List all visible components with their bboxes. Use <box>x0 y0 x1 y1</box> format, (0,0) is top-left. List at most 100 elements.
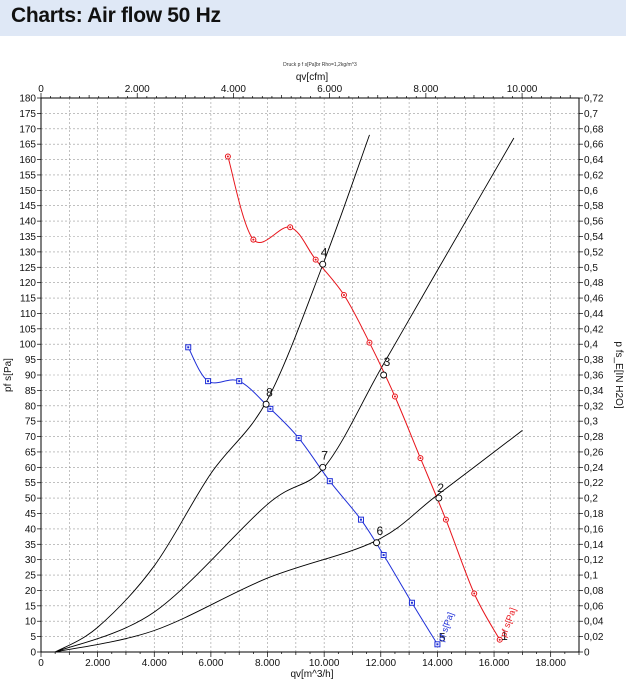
page-header: Charts: Air flow 50 Hz <box>0 0 626 36</box>
y-tick-label: 145 <box>19 201 36 212</box>
y2-tick-label: 0,56 <box>584 217 604 228</box>
y-tick-label: 105 <box>19 324 36 335</box>
x-tick-label: 12.000 <box>365 658 396 669</box>
y-tick-label: 75 <box>25 417 37 428</box>
y2-tick-label: 0,36 <box>584 371 604 382</box>
y-tick-label: 95 <box>25 355 37 366</box>
data-point-core <box>444 518 447 521</box>
data-point-core <box>207 380 210 383</box>
y-tick-label: 20 <box>25 586 37 597</box>
y-tick-label: 60 <box>25 463 37 474</box>
data-point-core <box>269 407 272 410</box>
y-tick-label: 50 <box>25 494 37 505</box>
y-tick-label: 135 <box>19 232 36 243</box>
series-end-label: pf s[Pa] <box>436 611 456 643</box>
y-tick-label: 10 <box>25 617 37 628</box>
y2-tick-label: 0,44 <box>584 309 604 320</box>
y2-tick-label: 0,1 <box>584 571 598 582</box>
curve-point-label: 8 <box>266 386 273 400</box>
x-tick-label: 0 <box>38 658 44 669</box>
x-tick-label: 10.000 <box>309 658 340 669</box>
y2-tick-label: 0,54 <box>584 232 604 243</box>
y2-tick-label: 0,72 <box>584 94 604 105</box>
chart-subtitle: Druck p f s[Pa]br Rho=1,2kg/m^3 <box>283 62 357 68</box>
y2-tick-label: 0,68 <box>584 124 604 135</box>
y-tick-label: 80 <box>25 401 37 412</box>
y2-tick-label: 0,28 <box>584 432 604 443</box>
y2-tick-label: 0,4 <box>584 340 598 351</box>
curve-point-label: 1 <box>501 629 508 643</box>
x2-tick-label: 0 <box>38 84 44 95</box>
y-tick-label: 70 <box>25 432 37 443</box>
x-tick-label: 4.000 <box>142 658 167 669</box>
data-point-core <box>382 554 385 557</box>
op-4 <box>319 260 327 268</box>
data-point-core <box>252 238 255 241</box>
x2-tick-label: 10.000 <box>507 84 538 95</box>
y2-tick-label: 0,32 <box>584 401 604 412</box>
x-tick-label: 14.000 <box>422 658 453 669</box>
op-7 <box>319 463 327 471</box>
op-2 <box>435 494 443 502</box>
op-8 <box>262 400 270 408</box>
series-end-label: pf s[Pa] <box>498 606 518 638</box>
data-point-core <box>342 293 345 296</box>
data-point-core <box>393 395 396 398</box>
y-tick-label: 25 <box>25 571 37 582</box>
y2-tick-label: 0,3 <box>584 417 598 428</box>
y-tick-label: 0 <box>30 648 36 659</box>
system-curve-flat <box>55 430 523 653</box>
y2-tick-label: 0,24 <box>584 463 604 474</box>
y2-tick-label: 0,48 <box>584 278 604 289</box>
y2-tick-label: 0,38 <box>584 355 604 366</box>
y2-tick-label: 0,46 <box>584 294 604 305</box>
data-point-core <box>297 437 300 440</box>
data-point-core <box>359 518 362 521</box>
y-tick-label: 65 <box>25 447 37 458</box>
data-point-core <box>314 258 317 261</box>
y2-tick-label: 0,64 <box>584 155 604 166</box>
data-point-core <box>187 346 190 349</box>
curve-point-label: 2 <box>437 481 444 495</box>
data-point-core <box>473 592 476 595</box>
y2-tick-label: 0,06 <box>584 601 604 612</box>
data-point-core <box>289 226 292 229</box>
x-tick-label: 8.000 <box>255 658 280 669</box>
op-3 <box>380 371 388 379</box>
x-tick-label: 16.000 <box>479 658 510 669</box>
data-point-core <box>436 643 439 646</box>
y2-tick-label: 0,2 <box>584 494 598 505</box>
x-tick-label: 18.000 <box>535 658 566 669</box>
axes: 0 2.000 4.000 6.000 8.000 10.000 12.000 14.000 1… <box>19 84 604 669</box>
y-tick-label: 110 <box>20 309 36 320</box>
data-point-core <box>368 341 371 344</box>
y2-tick-label: 0 <box>584 648 590 659</box>
y2-tick-label: 0,02 <box>584 632 604 643</box>
y2-tick-label: 0,34 <box>584 386 604 397</box>
x2-tick-label: 4.000 <box>221 84 246 95</box>
system-curve-steep <box>54 134 370 653</box>
y-tick-label: 115 <box>20 294 36 305</box>
data-point-core <box>498 638 501 641</box>
y-tick-label: 130 <box>19 247 36 258</box>
y-tick-label: 170 <box>19 124 36 135</box>
y-tick-label: 120 <box>19 278 36 289</box>
y-tick-label: 165 <box>19 140 36 151</box>
data-point-core <box>328 480 331 483</box>
y2-tick-label: 0,52 <box>584 247 604 258</box>
curve-point-label: 5 <box>439 630 446 644</box>
y-tick-label: 45 <box>25 509 37 520</box>
x2-tick-label: 6.000 <box>317 84 342 95</box>
series-line-1 <box>187 347 438 645</box>
y-tick-label: 175 <box>19 109 36 120</box>
y-tick-label: 5 <box>30 632 36 643</box>
curve-point-label: 7 <box>321 449 328 463</box>
x-tick-label: 2.000 <box>85 658 110 669</box>
curve-point-label: 6 <box>377 524 384 538</box>
x-axis-title: qv[m^3/h] <box>290 669 333 680</box>
y2-tick-label: 0,04 <box>584 617 604 628</box>
y2-tick-label: 0,6 <box>584 186 598 197</box>
y-axis-title: pf s[Pa] <box>3 358 14 392</box>
